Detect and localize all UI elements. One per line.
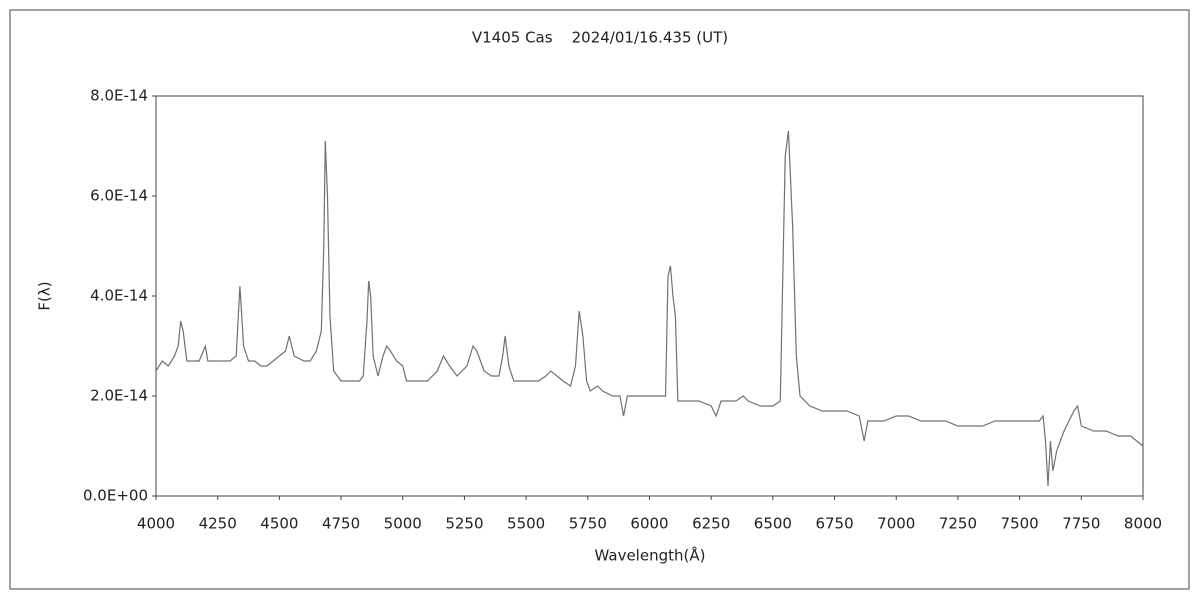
spectrum-line: [155, 130, 1144, 487]
x-tick-label: 5250: [445, 515, 483, 533]
chart-title: V1405 Cas 2024/01/16.435 (UT): [472, 29, 728, 47]
y-tick-label: 6.0E-14: [90, 187, 148, 205]
x-tick-label: 5750: [569, 515, 607, 533]
x-tick-label: 7000: [877, 515, 915, 533]
x-tick-label: 7750: [1062, 515, 1100, 533]
x-axis-label: Wavelength(Å): [595, 546, 706, 565]
x-tick-label: 4500: [260, 515, 298, 533]
x-tick-label: 5000: [384, 515, 422, 533]
x-tick-label: 7500: [1001, 515, 1039, 533]
x-tick-label: 7250: [939, 515, 977, 533]
x-tick-label: 8000: [1124, 515, 1162, 533]
y-tick-label: 8.0E-14: [90, 87, 148, 105]
x-tick-label: 6500: [754, 515, 792, 533]
x-tick-label: 5500: [507, 515, 545, 533]
x-tick-label: 6000: [630, 515, 668, 533]
y-tick-label: 4.0E-14: [90, 287, 148, 305]
x-tick-label: 4250: [199, 515, 237, 533]
x-tick-label: 4000: [137, 515, 175, 533]
x-tick-label: 6250: [692, 515, 730, 533]
outer-frame: [9, 9, 1190, 590]
y-tick-label: 2.0E-14: [90, 387, 148, 405]
y-axis-label: F(λ): [36, 281, 54, 310]
x-tick-label: 6750: [815, 515, 853, 533]
x-tick-label: 4750: [322, 515, 360, 533]
y-tick-label: 0.0E+00: [83, 487, 148, 505]
